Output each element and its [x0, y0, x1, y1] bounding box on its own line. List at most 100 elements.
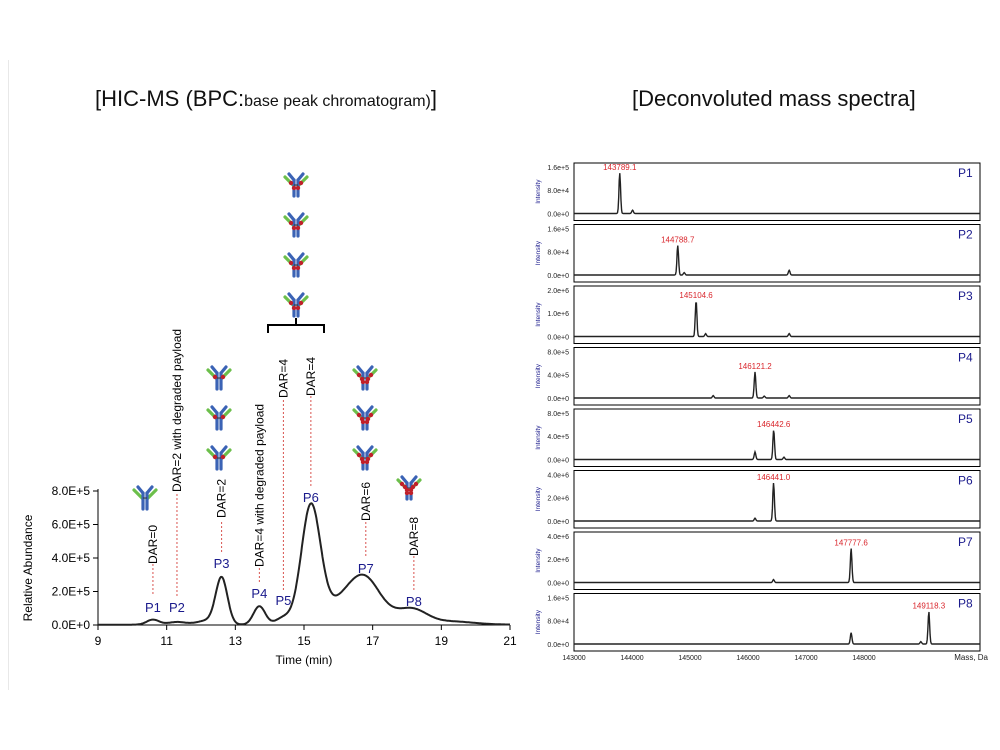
- panel-label-P7: P7: [958, 535, 973, 549]
- payload-dot: [220, 414, 226, 420]
- payload-dot: [295, 305, 301, 311]
- antibody-icon-dar8: [396, 475, 422, 501]
- panel-y-tick-label: 0.0e+0: [547, 519, 569, 526]
- payload-dot: [212, 374, 218, 380]
- payload-dot: [404, 490, 410, 496]
- payload-dot: [368, 452, 374, 458]
- peak-label-P1: P1: [145, 600, 161, 615]
- payload-dot: [220, 454, 226, 460]
- x-tick-label: 9: [95, 634, 102, 648]
- panel-y-tick-label: 0.0e+0: [547, 458, 569, 465]
- peak-label-P7: P7: [358, 561, 374, 576]
- dar-annotation-P6: DAR=4: [304, 357, 318, 396]
- x-tick-label: 11: [160, 634, 173, 648]
- mass-x-tick-label: 144000: [620, 655, 643, 662]
- mass-label-P4: 146121.2: [738, 362, 772, 371]
- dar-annotation-P5: DAR=4: [276, 359, 290, 398]
- y-tick-label: 6.0E+5: [52, 518, 91, 532]
- y-tick-label: 4.0E+5: [52, 551, 91, 565]
- panel-y-tick-label: 4.0e+6: [547, 473, 569, 480]
- payload-dot: [212, 454, 218, 460]
- spectrum-panel-P5: [573, 408, 981, 467]
- spectrum-trace-P2: [574, 245, 980, 276]
- antibody-icon-dar6: [352, 445, 378, 471]
- payload-dot: [298, 260, 304, 266]
- antibody-icon-dar6: [352, 365, 378, 391]
- payload-dot: [356, 412, 362, 418]
- panel-label-P3: P3: [958, 289, 973, 303]
- antibody-icon-dar4: [283, 212, 309, 238]
- panel-y-tick-label: 1.6e+5: [547, 596, 569, 603]
- payload-dot: [291, 225, 297, 231]
- mass-label-P5: 146442.6: [757, 420, 791, 429]
- payload-dot: [364, 459, 370, 465]
- payload-dot: [413, 481, 419, 487]
- antibody-icon-dar2: [206, 405, 232, 431]
- antibody-icon-dar6: [352, 405, 378, 431]
- panel-y-tick-label: 2.0e+6: [547, 288, 569, 295]
- antibody-icon-dar0: [132, 485, 158, 511]
- panel-label-P1: P1: [958, 166, 973, 180]
- antibody-icon-dar4: [283, 292, 309, 318]
- x-tick-label: 13: [229, 634, 243, 648]
- spectrum-trace-P7: [574, 548, 980, 584]
- payload-dot: [288, 300, 294, 306]
- panel-y-axis-label: Intensity: [535, 609, 542, 634]
- peak-label-P8: P8: [406, 594, 422, 609]
- panel-y-tick-label: 8.0e+5: [547, 411, 569, 418]
- y-tick-label: 0.0E+0: [52, 618, 91, 632]
- spectrum-trace-P1: [574, 173, 980, 215]
- spectrum-trace-P3: [574, 302, 980, 338]
- panel-y-axis-label: Intensity: [535, 240, 542, 265]
- panel-y-tick-label: 8.0e+4: [547, 188, 569, 195]
- payload-dot: [220, 374, 226, 380]
- spectrum-panel-P4: [573, 347, 981, 406]
- payload-dot: [399, 481, 405, 487]
- spectrum-trace-P8: [574, 611, 980, 645]
- x-tick-label: 19: [435, 634, 449, 648]
- mass-x-tick-label: 145000: [678, 655, 701, 662]
- chromatogram-title: [HIC-MS (BPC:base peak chromatogram)]: [95, 86, 438, 111]
- panel-y-tick-label: 0.0e+0: [547, 396, 569, 403]
- payload-dot: [291, 185, 297, 191]
- panel-y-tick-label: 8.0e+5: [547, 350, 569, 357]
- panel-y-axis-label: Intensity: [535, 179, 542, 204]
- mass-label-P8: 149118.3: [912, 602, 945, 611]
- y-tick-label: 8.0E+5: [52, 484, 91, 498]
- panel-label-P6: P6: [958, 474, 973, 488]
- panel-y-axis-label: Intensity: [535, 302, 542, 327]
- payload-dot: [368, 372, 374, 378]
- mass-x-tick-label: 147000: [794, 655, 817, 662]
- payload-dot: [364, 419, 370, 425]
- payload-dot: [298, 300, 304, 306]
- spectrum-trace-P5: [574, 430, 980, 461]
- mass-spectra-title: [Deconvoluted mass spectra]: [632, 86, 916, 111]
- payload-dot: [356, 452, 362, 458]
- payload-dot: [364, 379, 370, 385]
- mass-x-axis-label: Mass, Da: [954, 653, 988, 662]
- peak-label-P2: P2: [169, 600, 185, 615]
- payload-dot: [288, 180, 294, 186]
- dar-annotation-P2: DAR=2 with degraded payload: [170, 329, 184, 492]
- spectrum-panel-P7: [573, 531, 981, 590]
- mass-x-tick-label: 148000: [852, 655, 875, 662]
- mass-label-P3: 145104.6: [679, 291, 713, 300]
- payload-dot: [360, 419, 366, 425]
- payload-dot: [298, 180, 304, 186]
- dar-annotation-P7: DAR=6: [359, 482, 373, 521]
- payload-dot: [212, 414, 218, 420]
- payload-dot: [356, 372, 362, 378]
- peak-label-P4: P4: [251, 586, 267, 601]
- panel-label-P2: P2: [958, 228, 973, 242]
- panel-y-tick-label: 1.6e+5: [547, 165, 569, 172]
- antibody-icon-dar4: [283, 172, 309, 198]
- y-axis-label: Relative Abundance: [21, 514, 35, 621]
- panel-y-axis-label: Intensity: [535, 548, 542, 573]
- spectrum-panel-P8: [573, 593, 981, 652]
- panel-y-tick-label: 1.0e+6: [547, 311, 569, 318]
- panel-y-tick-label: 4.0e+6: [547, 534, 569, 541]
- antibody-icon-dar2: [206, 445, 232, 471]
- dar-annotation-P1: DAR=0: [146, 525, 160, 564]
- peak-label-P5: P5: [275, 593, 291, 608]
- payload-dot: [291, 265, 297, 271]
